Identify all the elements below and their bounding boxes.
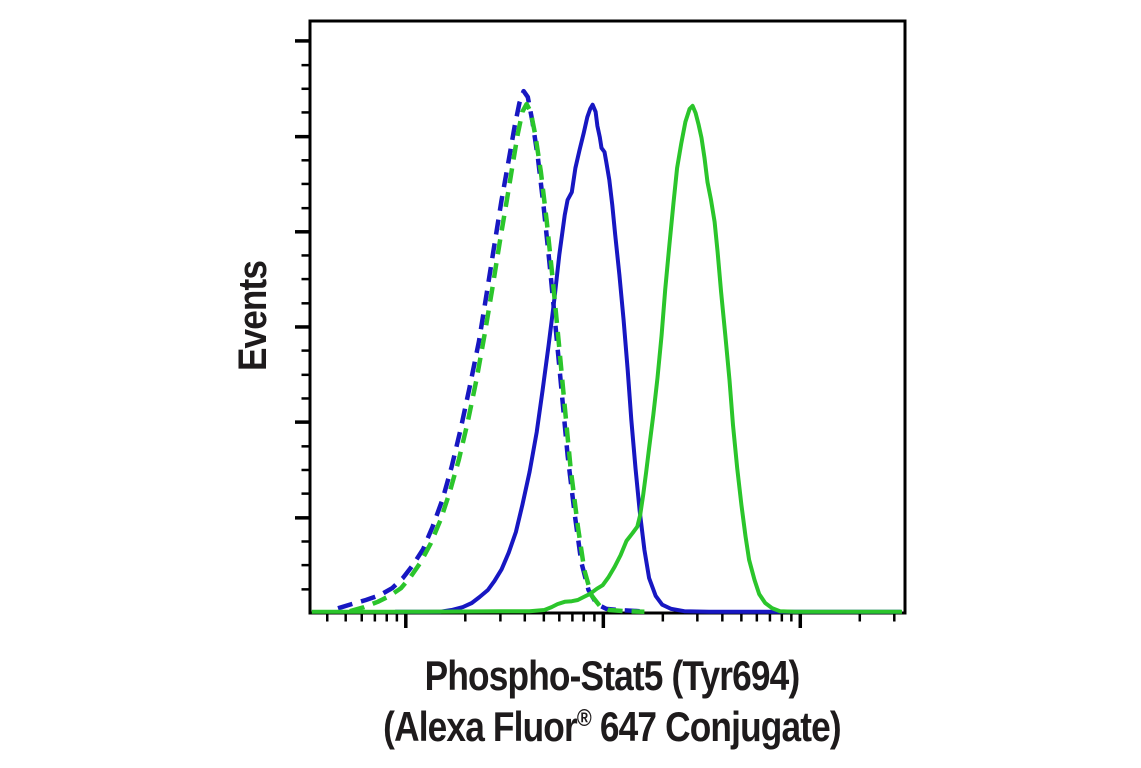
- x-axis-label-line1: Phospho-Stat5 (Tyr694): [425, 653, 800, 700]
- x-axis-label-line2-pre: (Alexa Fluor: [383, 704, 577, 751]
- y-axis-ticks: [295, 39, 309, 591]
- curve-blue-dashed: [337, 88, 640, 614]
- x-axis-label-line2: (Alexa Fluor® 647 Conjugate): [383, 704, 841, 751]
- y-axis-label: Events: [230, 261, 275, 371]
- curve-green-solid: [311, 103, 902, 614]
- x-axis-ticks: [326, 614, 896, 628]
- curve-blue-solid: [395, 102, 901, 614]
- x-axis-label-line2-post: 647 Conjugate): [591, 704, 841, 751]
- registered-trademark-symbol: ®: [577, 704, 592, 731]
- histogram-curves: [311, 88, 902, 615]
- curve-green-dashed: [349, 101, 645, 615]
- plot-frame: [308, 19, 907, 615]
